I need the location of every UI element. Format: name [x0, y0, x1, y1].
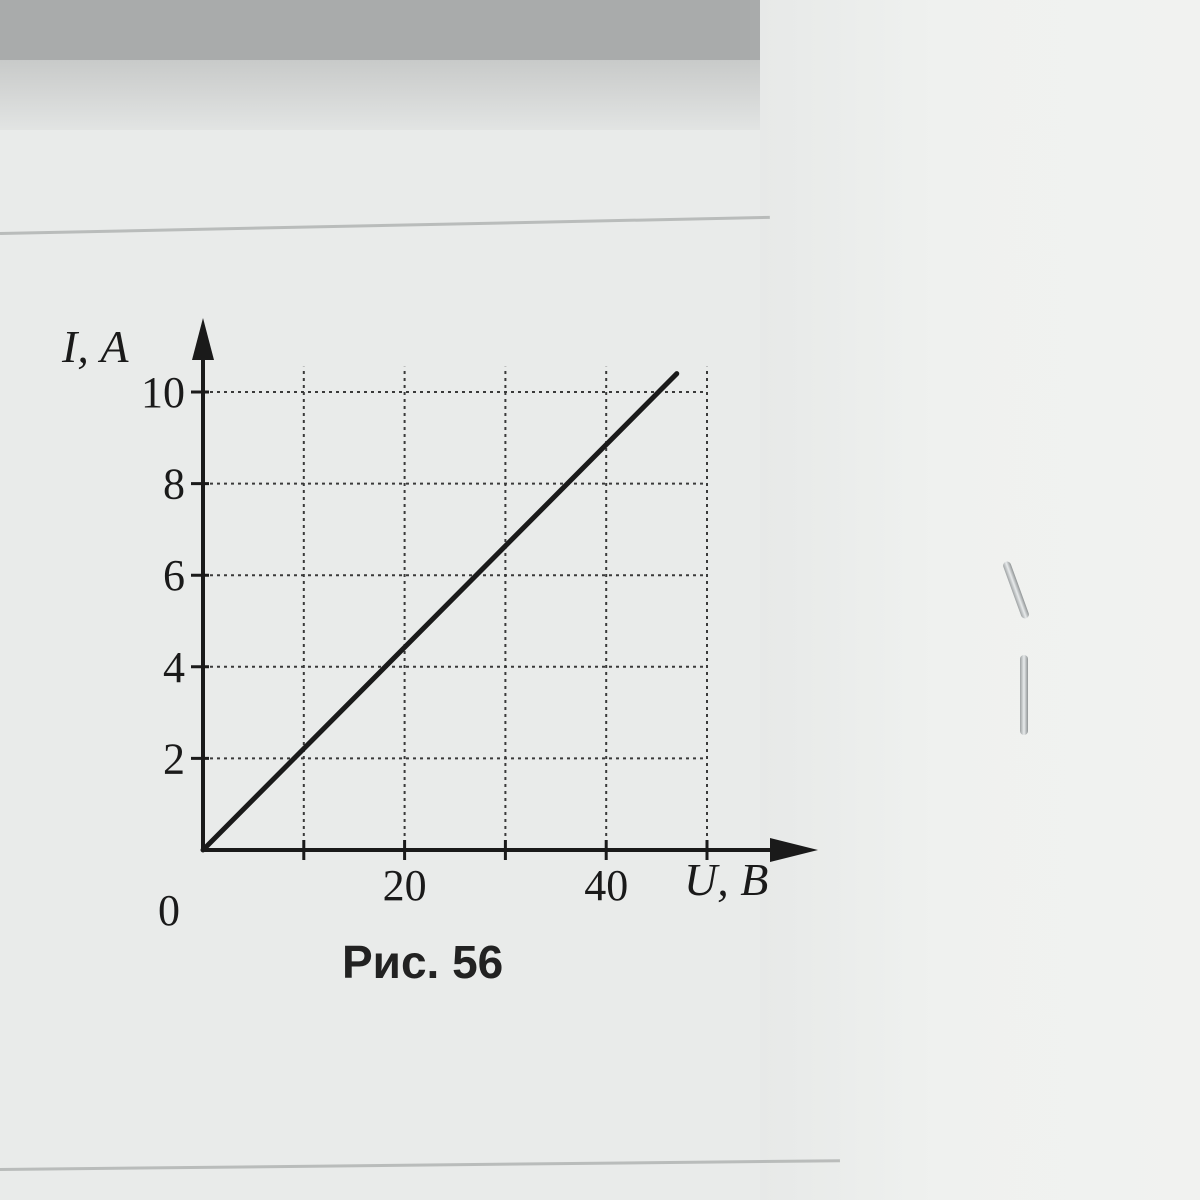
x-axis-arrow: [770, 838, 818, 862]
chart-labels: 0 I, А U, В 20 40 2 4 6 8 10: [61, 321, 768, 935]
page-right-side: [760, 0, 1200, 1200]
chart-grid: [203, 366, 708, 850]
x-tick-label: 20: [383, 861, 427, 910]
y-tick-label: 10: [141, 368, 185, 417]
y-tick-label: 6: [163, 551, 185, 600]
series-line: [200, 371, 680, 853]
y-tick-label: 8: [163, 460, 185, 509]
origin-label: 0: [158, 886, 180, 935]
y-axis-arrow: [192, 318, 214, 360]
chart-axes: [191, 318, 818, 862]
y-tick-label: 4: [163, 643, 185, 692]
y-axis-title: I, А: [61, 321, 129, 372]
x-tick-label: 40: [584, 861, 628, 910]
page-gradient-band: [0, 60, 760, 130]
y-tick-label: 2: [163, 734, 185, 783]
staple-bottom: [1020, 655, 1028, 735]
figure-caption: Рис. 56: [342, 936, 504, 988]
chart-series: [200, 371, 680, 853]
x-axis-title: U, В: [684, 854, 768, 905]
